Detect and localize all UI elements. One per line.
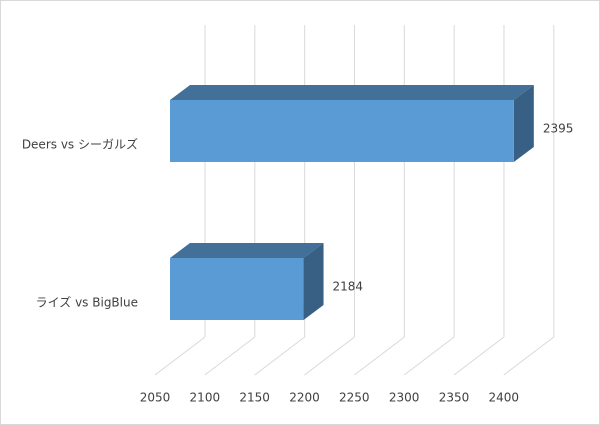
floor-grid-line	[304, 336, 355, 376]
x-tick-label: 2150	[239, 391, 270, 405]
floor-grid-line	[503, 336, 555, 376]
y-tick-label: ライズ vs BigBlue	[36, 295, 138, 310]
bar-side	[513, 85, 534, 162]
x-tick-label: 2350	[439, 391, 470, 405]
bar-top	[170, 243, 324, 258]
bar-side	[303, 243, 324, 320]
floor-grid-line	[254, 336, 305, 376]
value-label: 2184	[333, 280, 364, 294]
x-tick-label: 2250	[339, 391, 370, 405]
x-tick-label: 2050	[140, 391, 171, 405]
bar	[170, 258, 304, 320]
x-tick-label: 2400	[489, 391, 520, 405]
bar-top	[170, 85, 534, 100]
floor-grid-line	[154, 336, 206, 376]
floor-grid-line	[403, 336, 455, 376]
floor-grid-line	[453, 336, 505, 376]
x-tick-label: 2200	[289, 391, 320, 405]
bar	[170, 100, 514, 162]
floor-grid-line	[354, 336, 405, 376]
floor-grid-line	[204, 336, 256, 376]
x-tick-label: 2300	[389, 391, 420, 405]
y-tick-label: Deers vs シーガルズ	[22, 137, 138, 152]
x-tick-label: 2100	[190, 391, 221, 405]
value-label: 2395	[543, 122, 574, 136]
